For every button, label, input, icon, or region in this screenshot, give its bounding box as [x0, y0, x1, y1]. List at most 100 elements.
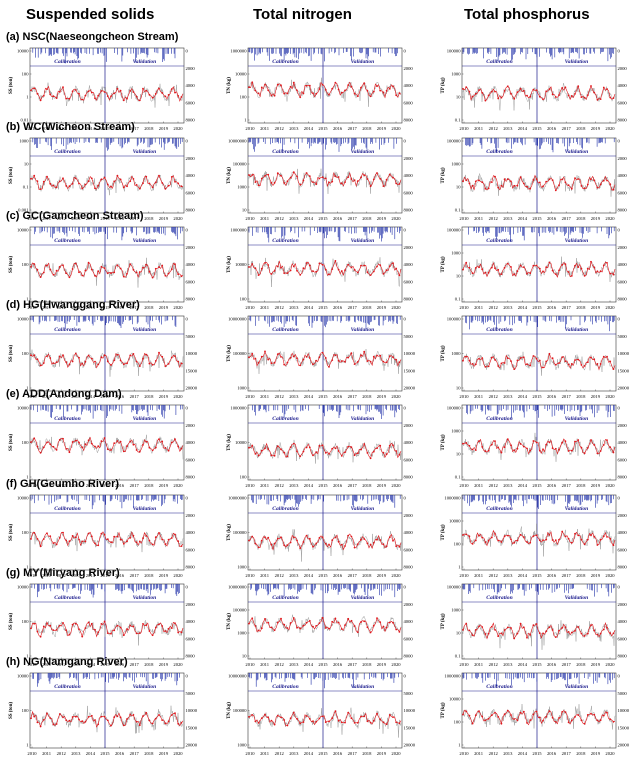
observed-point	[376, 447, 378, 450]
calibration-label: Calibration	[54, 149, 80, 155]
observed-point	[347, 176, 350, 178]
observed-point	[567, 537, 570, 540]
x-tick-label: 2013	[71, 216, 81, 221]
y-tick-label: 10000	[17, 406, 29, 411]
observed-point	[110, 632, 112, 635]
y2-tick-label: 8000	[618, 208, 628, 213]
y-axis-label: TP (kg)	[441, 434, 446, 450]
observed-point	[599, 183, 602, 186]
x-tick-label: 2017	[562, 394, 572, 399]
observed-point	[337, 450, 340, 452]
plot-frame	[461, 226, 617, 303]
observed-point	[596, 363, 599, 365]
observed-point	[580, 185, 583, 187]
x-tick-label: 2011	[42, 305, 52, 310]
y-axis-label: TP (kg)	[441, 256, 446, 272]
y-tick-label: 100	[22, 530, 30, 535]
observed-point	[170, 268, 173, 271]
y-tick-label: 0.1	[23, 185, 29, 190]
observed-point	[312, 545, 314, 548]
x-tick-label: 2014	[304, 662, 314, 667]
observed-point	[276, 714, 279, 717]
observed-point	[487, 271, 490, 274]
observed-point	[465, 710, 468, 713]
observed-point	[609, 718, 612, 721]
observed-point	[353, 179, 356, 181]
observed-point	[465, 261, 468, 264]
validation-label: Validation	[351, 684, 375, 690]
observed-point	[94, 187, 96, 190]
observed-point	[599, 98, 602, 100]
observed-point	[113, 92, 116, 95]
observed-series	[30, 174, 184, 190]
observed-point	[602, 535, 605, 537]
observed-point	[369, 457, 372, 460]
y-axis-label: TN (kg)	[227, 256, 232, 273]
observed-point	[78, 92, 80, 95]
observed-point	[596, 98, 599, 101]
observed-point	[586, 632, 589, 635]
simulated-series	[462, 432, 616, 462]
observed-point	[273, 361, 276, 364]
observed-point	[74, 352, 77, 355]
x-tick-label: 2018	[576, 216, 586, 221]
observed-point	[110, 449, 112, 451]
y2-tick-label: 5000	[404, 334, 414, 339]
observed-point	[331, 620, 334, 623]
observed-point	[315, 183, 318, 186]
plot-frame	[247, 47, 403, 124]
x-tick-label: 2014	[304, 126, 314, 131]
validation-label: Validation	[351, 149, 375, 155]
observed-point	[494, 440, 496, 442]
observed-point	[490, 90, 493, 93]
observed-point	[164, 365, 167, 367]
x-tick-label: 2017	[348, 662, 358, 667]
observed-point	[481, 626, 484, 628]
x-tick-label: 2015	[318, 394, 328, 399]
observed-point	[161, 355, 164, 358]
y2-tick-label: 0	[186, 496, 189, 501]
precipitation-series	[462, 495, 614, 509]
observed-point	[97, 544, 100, 547]
observed-point	[52, 629, 55, 631]
observed-point	[347, 445, 350, 448]
x-tick-label: 2018	[362, 573, 372, 578]
plot-frame	[247, 137, 403, 214]
y2-tick-label: 0	[404, 585, 407, 590]
observed-point	[606, 88, 608, 90]
observed-point	[561, 356, 564, 358]
observed-point	[62, 531, 64, 534]
y2-tick-label: 8000	[186, 118, 196, 123]
observed-point	[462, 534, 464, 536]
column-header-tp: Total phosphorus	[464, 6, 590, 23]
observed-point	[484, 633, 487, 635]
observed-point	[106, 183, 109, 186]
observed-point	[328, 543, 330, 546]
observed-point	[180, 96, 183, 98]
x-tick-label: 2016	[333, 394, 343, 399]
observed-point	[334, 617, 337, 620]
observed-point	[599, 538, 602, 541]
observed-points	[30, 261, 183, 279]
observed-point	[532, 179, 535, 181]
simulated-series	[462, 351, 616, 376]
observed-point	[324, 721, 327, 724]
x-tick-label: 2016	[547, 751, 557, 756]
observed-point	[55, 97, 58, 99]
observed-point	[337, 540, 340, 543]
observed-point	[350, 535, 353, 538]
y2-tick-label: 6000	[404, 190, 414, 195]
observed-point	[251, 81, 254, 84]
observed-point	[360, 264, 362, 267]
y-tick-label: 10	[456, 274, 461, 279]
observed-point	[280, 536, 282, 539]
observed-point	[561, 178, 564, 181]
observed-point	[177, 273, 180, 276]
y-tick-label: 100000	[233, 530, 247, 535]
y2-tick-label: 6000	[186, 547, 196, 552]
y2-tick-label: 0	[186, 139, 189, 144]
observed-point	[360, 621, 362, 623]
